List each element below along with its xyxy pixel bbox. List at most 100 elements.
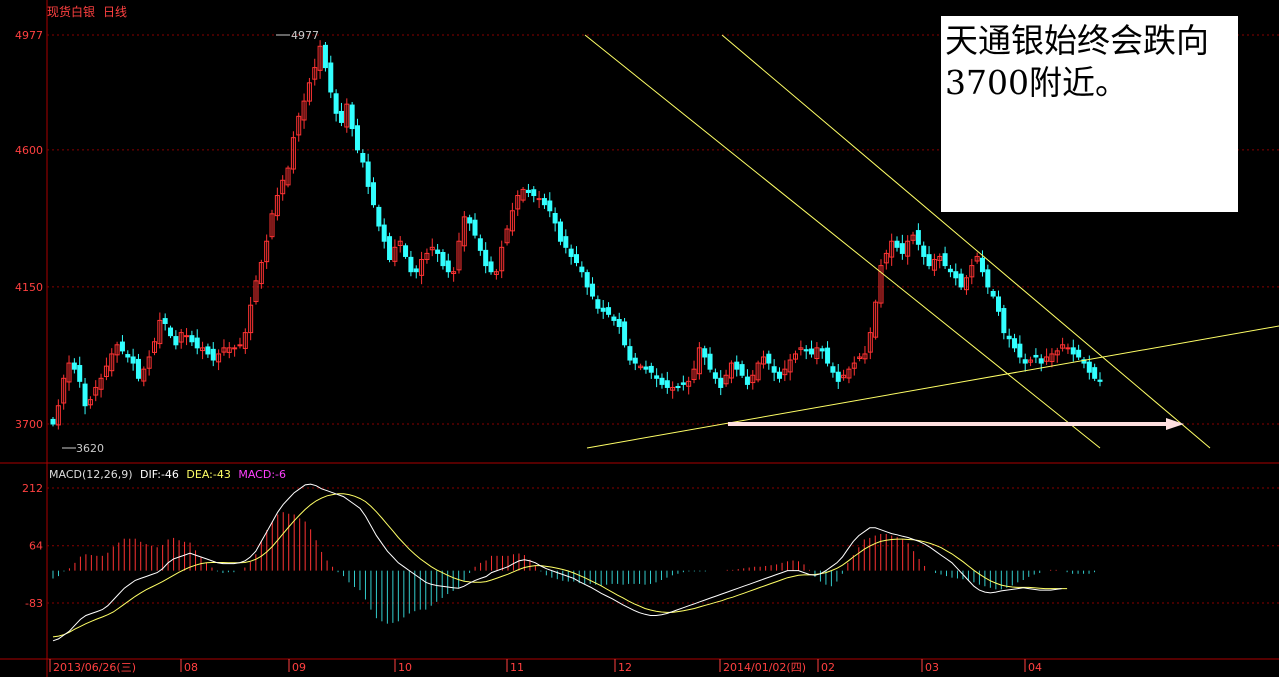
- candle-body: [93, 386, 99, 396]
- candle-body: [931, 259, 937, 271]
- candle-body: [429, 246, 435, 251]
- candle-body: [472, 219, 478, 236]
- candle-body: [258, 262, 264, 285]
- candle-body: [264, 240, 270, 263]
- candle-body: [771, 366, 777, 373]
- macd-grid: 212 64 -83: [22, 482, 1279, 610]
- candle-body: [670, 386, 676, 391]
- candle-body: [157, 319, 163, 345]
- candle-body: [285, 167, 291, 186]
- candle-body: [1022, 359, 1028, 364]
- time-axis: 2013/06/26(三) 08 09 10 11 12 2014/01/02(四) 02 03…: [49, 659, 1042, 674]
- candle-body: [461, 216, 467, 247]
- candle-body: [915, 230, 921, 245]
- candle-body: [563, 236, 569, 248]
- candle-body: [590, 283, 596, 297]
- candle-body: [905, 240, 911, 257]
- candle-body: [942, 253, 948, 267]
- candle-body: [435, 249, 441, 254]
- channel-upper-line: [721, 34, 1211, 449]
- candle-body: [557, 221, 563, 242]
- channel-lower-line: [584, 34, 1101, 449]
- candle-body: [130, 356, 136, 364]
- candle-body: [857, 356, 863, 360]
- candle-body: [1028, 359, 1034, 363]
- candle-body: [333, 93, 339, 114]
- candle-body: [269, 213, 275, 238]
- candle-body: [408, 256, 414, 273]
- time-tick-label: 10: [398, 661, 412, 674]
- candle-body: [574, 254, 579, 264]
- candle-body: [996, 296, 1002, 312]
- candle-body: [306, 82, 312, 102]
- candle-body: [1049, 353, 1055, 363]
- candle-body: [835, 371, 841, 382]
- candle-body: [627, 346, 633, 361]
- candle-body: [349, 104, 355, 130]
- time-tick-label: 09: [292, 661, 306, 674]
- candle-body: [787, 359, 793, 373]
- candle-body: [488, 261, 494, 273]
- candle-body: [493, 271, 499, 275]
- candle-body: [760, 356, 766, 365]
- support-trendline: [586, 325, 1279, 449]
- candle-body: [622, 321, 628, 346]
- macd-tick-label: 64: [29, 540, 43, 553]
- candle-body: [445, 260, 451, 273]
- candle-body: [456, 240, 462, 271]
- candle-body: [985, 269, 991, 288]
- candle-body: [365, 161, 371, 187]
- price-tick-label: 4600: [15, 144, 43, 157]
- candle-body: [146, 356, 152, 369]
- candle-body: [899, 243, 905, 254]
- candle-body: [953, 271, 959, 279]
- candle-body: [87, 399, 93, 406]
- candle-body: [638, 365, 644, 369]
- candle-body: [301, 100, 307, 121]
- macd-group: [52, 483, 1096, 642]
- candle-body: [846, 368, 852, 379]
- candle-body: [173, 336, 179, 346]
- candle-body: [151, 341, 157, 353]
- candle-body: [312, 67, 318, 80]
- candle-body: [360, 152, 366, 163]
- candle-body: [109, 353, 115, 372]
- candle-body: [707, 353, 713, 370]
- candle-body: [889, 240, 895, 258]
- candle-body: [1060, 344, 1066, 349]
- dif-line: [52, 483, 1062, 642]
- candle-body: [520, 188, 526, 201]
- candle-body: [894, 240, 900, 248]
- candle-body: [55, 405, 61, 426]
- time-tick-label: 2013/06/26(三): [53, 661, 136, 674]
- candle-body: [862, 353, 868, 360]
- candle-body: [990, 290, 996, 297]
- candle-body: [322, 44, 328, 69]
- candle-body: [691, 368, 697, 381]
- candle-body: [61, 377, 67, 404]
- candle-body: [125, 354, 131, 358]
- candle-body: [50, 418, 56, 425]
- candle-body: [1065, 347, 1071, 350]
- macd-tick-label: 212: [22, 482, 43, 495]
- time-tick-label: 02: [821, 661, 835, 674]
- candle-body: [210, 348, 216, 361]
- candle-body: [803, 349, 809, 352]
- candle-body: [659, 377, 665, 385]
- candle-body: [686, 380, 692, 387]
- candle-body: [878, 265, 884, 304]
- candle-body: [344, 103, 350, 128]
- candle-body: [611, 316, 617, 321]
- candle-body: [424, 252, 430, 261]
- candle-body: [317, 45, 323, 71]
- candle-body: [718, 377, 724, 388]
- candle-body: [675, 386, 681, 389]
- candle-body: [974, 255, 980, 262]
- candle-body: [71, 362, 77, 370]
- candle-body: [734, 361, 740, 370]
- candle-body: [541, 198, 547, 206]
- price-tick-label: 3700: [15, 418, 43, 431]
- candle-body: [921, 245, 927, 257]
- candle-body: [1070, 347, 1076, 355]
- candle-body: [958, 273, 964, 288]
